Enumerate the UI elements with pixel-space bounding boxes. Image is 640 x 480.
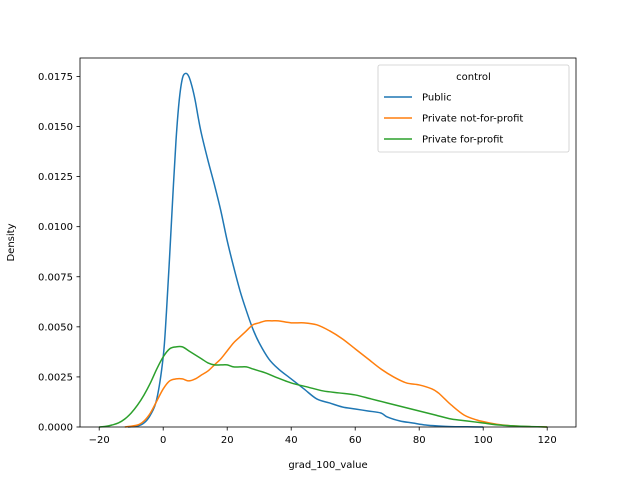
x-tick-label: 60 [349, 435, 362, 446]
x-tick-label: 80 [413, 435, 426, 446]
y-tick-label: 0.0025 [38, 372, 73, 383]
plot-area [99, 72, 548, 428]
y-tick-label: 0.0050 [38, 322, 73, 333]
y-tick-label: 0.0075 [38, 272, 73, 283]
axes: −20 0 20 40 60 80 100 120 0.0000 0.0025 0.0050 0.00… [38, 57, 577, 446]
series-line-public [127, 72, 484, 428]
x-tick-label: 40 [285, 435, 298, 446]
legend: control Public Private not-for-profit Priva… [377, 64, 570, 153]
x-tick-label: 100 [474, 435, 493, 446]
axes-frame [79, 57, 577, 428]
x-tick-label: 120 [538, 435, 557, 446]
x-tick-label: 0 [160, 435, 166, 446]
x-tick-label: 20 [221, 435, 234, 446]
legend-title: control [456, 72, 491, 83]
y-tick-label: 0.0150 [38, 122, 73, 133]
legend-box [377, 64, 570, 153]
y-axis-label: Density [6, 223, 17, 261]
y-tick-label: 0.0175 [38, 72, 73, 83]
y-tick-label: 0.0125 [38, 172, 73, 183]
y-tick-label: 0.0000 [38, 423, 73, 434]
series-line-private-not-for-profit [124, 319, 548, 428]
x-tick-label: −20 [89, 435, 110, 446]
legend-label-private-for-profit: Private for-profit [422, 135, 503, 146]
x-axis-label: grad_100_value [288, 460, 367, 471]
y-tick-label: 0.0100 [38, 222, 73, 233]
legend-label-public: Public [422, 93, 452, 104]
series-line-private-for-profit [99, 345, 548, 428]
legend-label-private-not-for-profit: Private not-for-profit [422, 114, 523, 125]
